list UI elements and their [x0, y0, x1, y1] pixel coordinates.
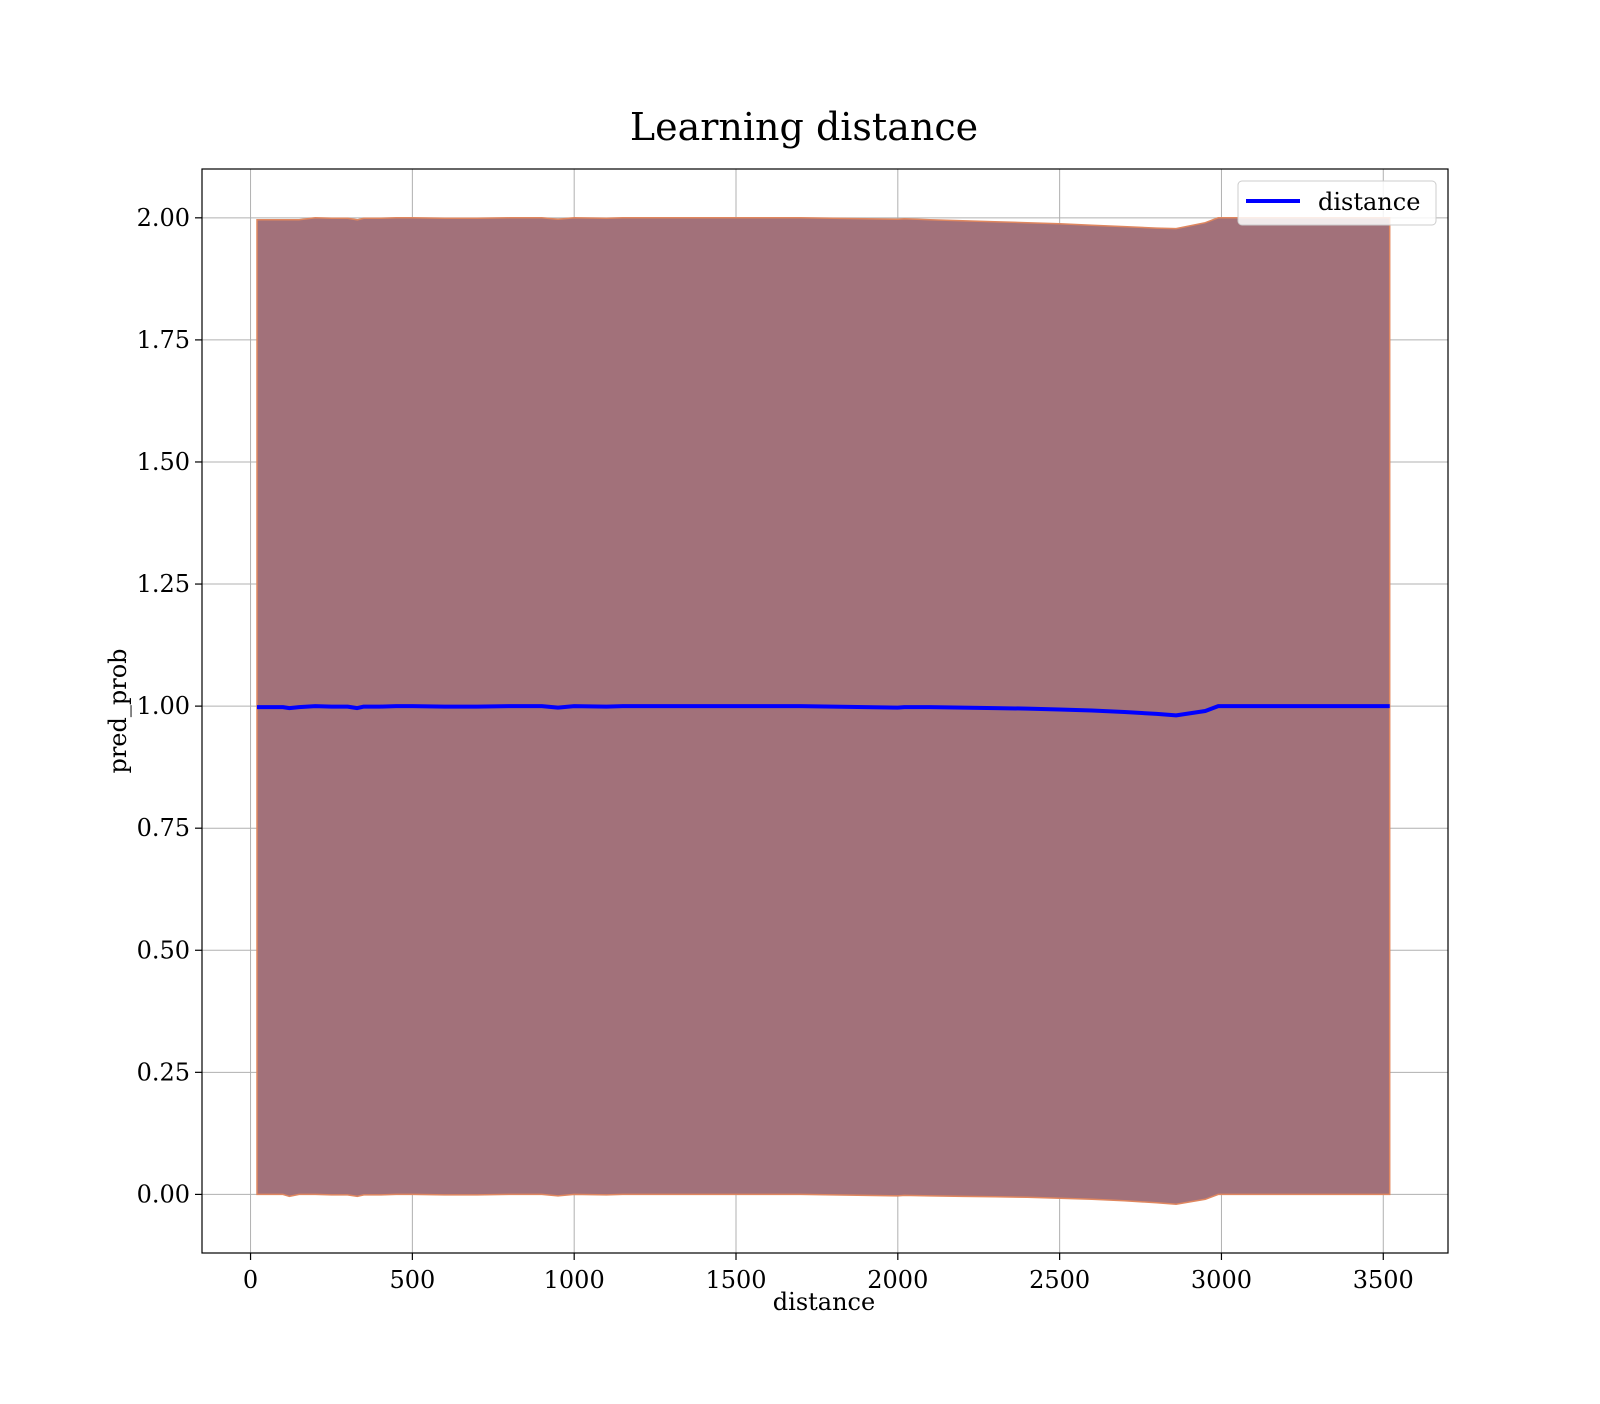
- y-tick-label: 1.25: [137, 570, 190, 598]
- chart-title: Learning distance: [630, 105, 978, 149]
- legend-entry-distance: distance: [1318, 188, 1420, 216]
- y-axis-label: pred_prob: [104, 648, 132, 773]
- legend: distance: [1237, 180, 1437, 226]
- x-axis-label: distance: [773, 1288, 875, 1316]
- y-tick-label: 0.75: [137, 814, 190, 842]
- series-line-distance: [257, 704, 1390, 718]
- y-axis-ticks: 0.00 0.25 0.50 0.75 1.00 1.25 1.50 1.75 2.00: [137, 204, 202, 1208]
- x-tick-label: 2500: [1029, 1266, 1090, 1294]
- plot-frame: [201, 168, 1449, 1254]
- y-tick-label: 2.00: [137, 204, 190, 232]
- x-tick-label: 0: [243, 1266, 258, 1294]
- y-tick-label: 0.50: [137, 936, 190, 964]
- band-area: [256, 217, 1391, 1205]
- y-tick-label: 0.25: [137, 1058, 190, 1086]
- legend-box: [1237, 180, 1437, 226]
- x-tick-label: 2000: [867, 1266, 928, 1294]
- y-tick-label: 1.50: [137, 448, 190, 476]
- x-tick-label: 500: [389, 1266, 435, 1294]
- x-tick-label: 3500: [1353, 1266, 1414, 1294]
- x-tick-label: 3000: [1191, 1266, 1252, 1294]
- x-tick-label: 1000: [544, 1266, 605, 1294]
- y-tick-label: 1.75: [137, 326, 190, 354]
- uncertainty-band: [256, 217, 1391, 1205]
- y-tick-label: 0.00: [137, 1180, 190, 1208]
- y-tick-label: 1.00: [137, 692, 190, 720]
- x-axis-ticks: 0 500 1000 1500 2000 2500 3000 3500: [243, 1253, 1414, 1294]
- series-lines: [257, 704, 1390, 718]
- x-tick-label: 1500: [705, 1266, 766, 1294]
